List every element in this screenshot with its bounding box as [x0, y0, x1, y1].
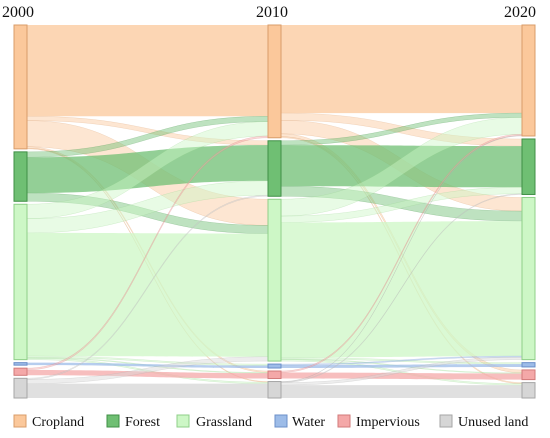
legend-label-water: Water [292, 415, 325, 430]
year-labels: 2000 2010 2020 [2, 4, 536, 21]
year-label-2010: 2010 [256, 4, 288, 21]
node-2000-water [13, 362, 28, 366]
node-2000-grassland [13, 203, 28, 361]
node-2000-impervious [13, 367, 28, 376]
node-2020-impervious [521, 369, 536, 381]
transition-flows [26, 25, 523, 398]
legend-swatch-water [274, 414, 288, 428]
flow-2010-water-to-2020-water [281, 364, 522, 369]
legend-label-cropland: Cropland [32, 415, 84, 430]
legend-swatch-unused-land [439, 414, 453, 428]
flow-2000-unused-to-2010-unused [27, 383, 268, 398]
node-2010-water [267, 363, 282, 369]
legend-swatch-grassland [176, 414, 190, 428]
class-nodes [13, 24, 536, 399]
node-2020-forest [521, 138, 536, 195]
year-label-2020: 2020 [504, 4, 536, 21]
flow-2000-forest-to-2010-forest [27, 145, 268, 194]
flow-2000-grassland-to-2010-grassland [27, 232, 268, 357]
node-2020-water [521, 362, 536, 368]
legend-label-unused-land: Unused land [458, 415, 528, 430]
node-2010-cropland [267, 24, 282, 139]
flow-2010-unused-to-2020-unused [281, 385, 522, 398]
node-2020-unused [521, 382, 536, 399]
node-2020-grassland [521, 196, 536, 361]
flow-2010-impervious-to-2020-impervious [281, 372, 522, 380]
year-label-2000: 2000 [2, 4, 34, 21]
legend-swatch-forest [106, 414, 120, 428]
node-2000-cropland [13, 24, 28, 150]
node-2010-impervious [267, 370, 282, 380]
node-2010-forest [267, 140, 282, 197]
node-2000-forest [13, 151, 28, 202]
legend-swatch-cropland [13, 414, 27, 428]
flow-2010-forest-to-2020-forest [281, 145, 522, 188]
node-2010-grassland [267, 198, 282, 362]
node-2000-unused [13, 377, 28, 399]
flow-2010-cropland-to-2020-cropland [281, 25, 522, 114]
node-2010-unused [267, 381, 282, 399]
legend-label-forest: Forest [125, 415, 160, 430]
legend: Cropland Forest Grassland Water Impervio… [13, 414, 528, 430]
legend-swatch-impervious [337, 414, 351, 428]
node-2020-cropland [521, 24, 536, 137]
flow-2000-impervious-to-2010-impervious [27, 369, 268, 379]
legend-label-grassland: Grassland [196, 415, 252, 430]
flow-2000-water-to-2010-water [27, 362, 268, 369]
legend-label-impervious: Impervious [356, 415, 420, 430]
flow-2000-cropland-to-2010-cropland [27, 25, 268, 117]
flow-2010-grassland-to-2020-grassland [281, 221, 522, 358]
